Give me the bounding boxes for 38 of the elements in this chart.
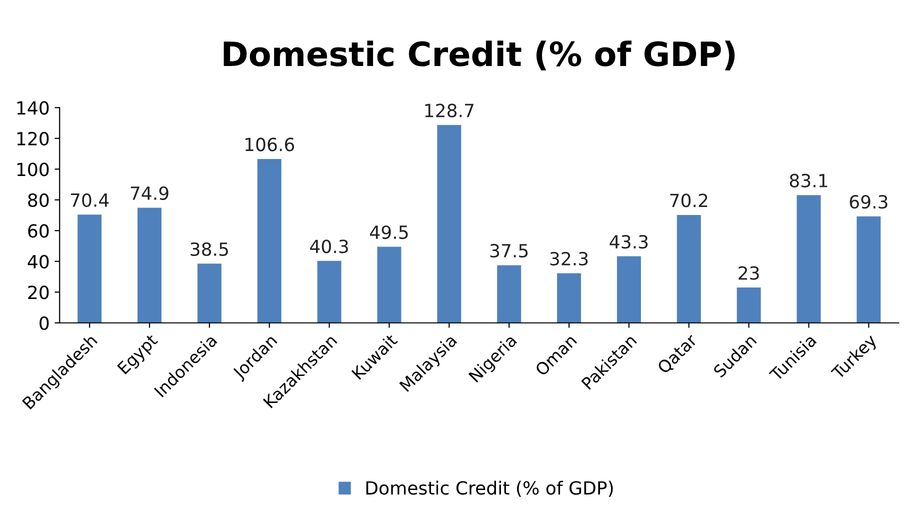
chart-title: Domestic Credit (% of GDP): [224, 40, 735, 70]
bar: [557, 273, 582, 323]
y-tick-label: 60: [28, 224, 49, 238]
data-label: 43.3: [610, 234, 648, 249]
bar: [497, 265, 522, 323]
y-tick-label: 40: [28, 254, 49, 268]
bar: [616, 256, 641, 323]
bar: [138, 208, 162, 323]
data-label: 32.3: [550, 252, 588, 266]
data-label: 69.3: [850, 195, 888, 209]
bar: [736, 288, 761, 323]
y-tick-label: 20: [28, 286, 49, 300]
y-tick-label: 0: [40, 316, 49, 330]
bar: [197, 264, 222, 323]
y-tick-label: 80: [28, 193, 49, 207]
data-label: 74.9: [130, 186, 168, 200]
y-tick-label: 140: [17, 101, 49, 115]
legend-label: Domestic Credit (% of GDP): [366, 480, 613, 497]
data-label: 83.1: [790, 174, 828, 188]
bar: [257, 158, 282, 323]
data-label: 70.2: [670, 194, 708, 208]
bar: [317, 260, 342, 323]
data-label: 37.5: [490, 244, 528, 258]
data-label: 40.3: [310, 240, 348, 254]
data-label: 38.5: [190, 242, 228, 256]
data-label: 106.6: [246, 138, 294, 152]
data-label: 70.4: [70, 193, 109, 207]
bar: [676, 214, 701, 323]
data-label: 23: [738, 266, 759, 280]
bar: [377, 246, 402, 323]
bar: [437, 125, 462, 323]
y-tick-label: 100: [17, 162, 49, 176]
bar: [856, 216, 881, 323]
data-label: 128.7: [425, 104, 474, 118]
bar: [78, 214, 102, 323]
y-tick-label: 120: [17, 132, 49, 146]
bar: [796, 195, 821, 323]
data-label: 49.5: [370, 225, 408, 240]
